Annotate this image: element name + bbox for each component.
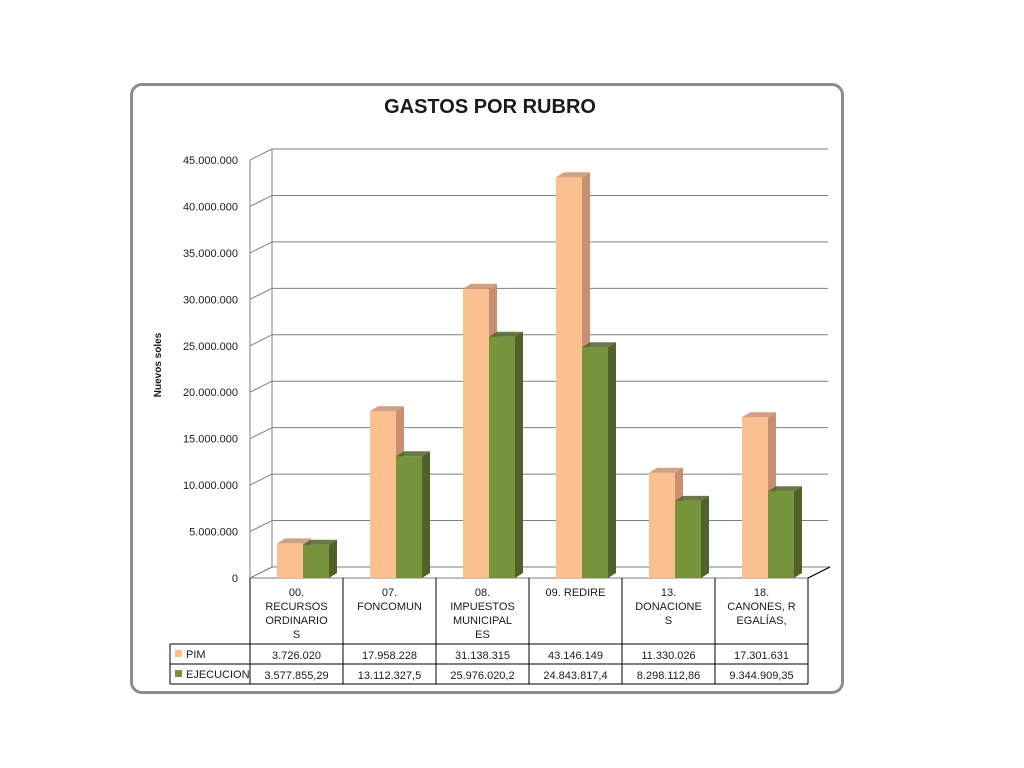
category-label: ORDINARIO [265,615,328,627]
gridline-side [249,520,273,533]
data-label-ejecucion: 9.344.909,35 [729,670,793,682]
gridline-side [249,287,273,300]
bar-front [556,177,582,578]
y-tick-label: 25.000.000 [183,341,238,353]
bar-top [396,451,430,457]
bar-front [675,500,701,578]
bar-side [329,539,337,578]
gridline-side [249,380,273,393]
bar-top [277,538,311,544]
data-label-ejecucion: 24.843.817,4 [543,670,607,682]
bar-top [675,495,709,501]
category-label: IMPUESTOS [450,601,515,613]
bar-side [515,331,523,578]
bar-front [303,544,329,578]
data-label-ejecucion: 8.298.112,86 [637,670,700,682]
category-label: 00. [289,587,304,599]
gridline-side [249,194,273,207]
data-label-ejecucion: 25.976.020,2 [450,670,514,682]
y-tick-label: 20.000.000 [183,387,238,399]
category-label: MUNICIPAL [453,615,512,627]
bar-front [582,347,608,578]
data-label-pim: 31.138.315 [455,650,510,662]
data-label-pim: 3.726.020 [272,650,321,662]
bar-top [370,406,404,412]
category-label: 18. [754,587,769,599]
data-label-pim: 17.301.631 [734,650,789,662]
y-tick-label: 10.000.000 [183,480,238,492]
bar-ejecucion [582,342,616,578]
bar-front [742,417,768,578]
data-label-ejecucion: 3.577.855,29 [264,670,328,682]
y-axis-label: Nuevos soles [153,332,164,397]
legend-swatch-pim [175,650,182,657]
gridline-side [249,473,273,486]
bar-top [489,331,523,337]
bar-front [489,336,515,578]
y-tick-label: 35.000.000 [183,248,238,260]
legend-label-ejecucion: EJECUCION [186,669,250,681]
category-label: S [293,629,300,641]
bar-front [396,456,422,578]
legend-swatch-ejecucion [175,670,182,677]
bar-top [303,539,337,545]
y-tick-label: 45.000.000 [183,155,238,167]
category-label: ES [475,629,490,641]
category-label: FONCOMUN [357,601,422,613]
bar-top [582,342,616,348]
category-label: S [665,615,672,627]
category-label: DONACIONE [635,601,702,613]
y-tick-label: 15.000.000 [183,434,238,446]
bar-front [649,472,675,578]
gridline-side [249,241,273,254]
y-tick-label: 0 [232,573,238,585]
category-label: 13. [661,587,676,599]
y-tick-label: 30.000.000 [183,294,238,306]
bar-ejecucion [489,331,523,578]
category-label: 08. [475,587,490,599]
bar-side [701,495,709,578]
chart-title: GASTOS POR RUBRO [384,96,596,118]
bar-top [742,412,776,418]
floor-edge [807,566,831,579]
bar-front [768,491,794,578]
data-label-pim: 11.330.026 [641,650,695,662]
bar-pim [556,172,590,578]
bar-top [463,283,497,289]
category-label: CANONES, R [727,601,796,613]
category-label: 07. [382,587,397,599]
bar-top [768,486,802,492]
y-tick-label: 40.000.000 [183,201,238,213]
data-label-pim: 17.958.228 [362,650,417,662]
bar-side [608,342,616,578]
bar-front [277,543,303,578]
bar-ejecucion [768,486,802,578]
data-label-ejecucion: 13.112.327,5 [358,670,421,682]
category-label: EGALÍAS, [736,614,786,627]
bar-front [370,411,396,578]
gridline-side [249,334,273,347]
bar-top [649,467,683,473]
gridline-side [249,148,273,161]
data-label-pim: 43.146.149 [548,650,603,662]
bar-ejecucion [675,495,709,578]
bar-front [463,288,489,578]
category-label: RECURSOS [265,601,327,613]
bar-top [556,172,590,178]
bar-side [794,486,802,578]
y-tick-label: 5.000.000 [189,527,238,539]
bar-side [422,451,430,578]
bar-ejecucion [396,451,430,578]
category-label: 09. REDIRE [546,587,606,599]
bar-ejecucion [303,539,337,578]
legend-label-pim: PIM [186,649,206,661]
gridline-side [249,427,273,440]
